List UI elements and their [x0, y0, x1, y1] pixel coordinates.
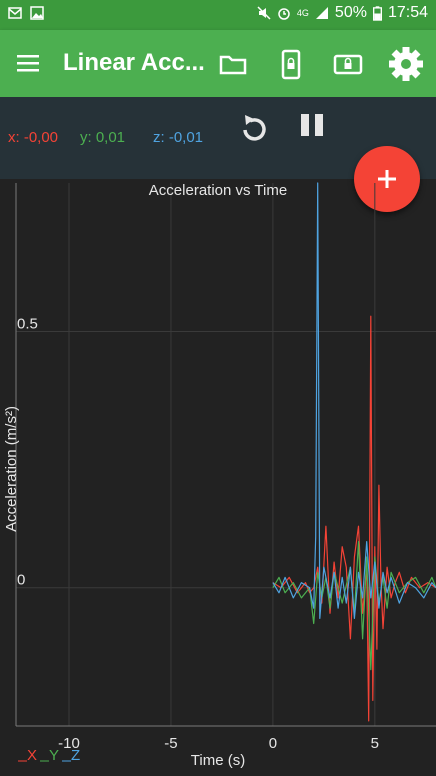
legend-label-y: Y — [49, 747, 59, 764]
network-type: 4G — [296, 7, 309, 18]
pause-icon[interactable] — [292, 106, 332, 146]
image-icon — [30, 6, 44, 20]
y-tick-label: 0 — [17, 572, 25, 589]
screen-lock-icon[interactable] — [328, 44, 368, 84]
mute-icon — [257, 6, 271, 20]
app-title: Linear Acc... — [63, 49, 205, 76]
y-tick-label: 0.5 — [17, 316, 38, 333]
mail-icon — [8, 7, 22, 19]
chart-grid — [16, 183, 436, 726]
reset-icon[interactable] — [234, 108, 274, 148]
tick-labels: -10 -5 0 5 0 0.5 — [17, 316, 379, 752]
clock: 17:54 — [387, 4, 428, 21]
y-reading: y: 0,01 — [80, 129, 126, 146]
legend-label-z: Z — [71, 747, 80, 764]
x-tick-label: -10 — [58, 735, 80, 752]
status-bar-right: 4G 50% 17:54 — [257, 4, 428, 22]
plus-icon — [378, 170, 396, 188]
folder-icon[interactable] — [213, 44, 253, 84]
x-tick-label: -5 — [164, 735, 177, 752]
battery-percent: 50% — [334, 4, 367, 21]
phone-lock-icon[interactable] — [271, 44, 311, 84]
battery-icon — [372, 5, 382, 21]
legend-label-x: X — [27, 747, 37, 764]
x-tick-label: 5 — [371, 735, 379, 752]
x-axis-label: Time (s) — [191, 752, 245, 769]
alarm-icon — [278, 8, 290, 20]
settings-icon[interactable] — [386, 44, 426, 84]
x-tick-label: 0 — [269, 735, 277, 752]
acceleration-chart: -10 -5 0 5 0 0.5 Acceleration vs Time Time (s… — [3, 182, 436, 769]
app-bar: Linear Acc... — [0, 30, 436, 97]
series-line-x — [272, 315, 436, 722]
signal-icon — [315, 7, 328, 19]
series-lines — [272, 182, 436, 722]
series-line-y — [272, 541, 436, 671]
add-fab-button[interactable] — [354, 146, 420, 212]
y-axis-label: Acceleration (m/s²) — [3, 406, 20, 532]
menu-icon[interactable] — [14, 50, 44, 76]
chart-title: Acceleration vs Time — [149, 182, 287, 199]
series-line-z — [272, 182, 436, 619]
z-reading: z: -0,01 — [153, 129, 204, 146]
status-bar: 4G 50% 17:54 — [0, 0, 436, 30]
status-bar-left — [8, 6, 44, 20]
x-reading: x: -0,00 — [8, 129, 59, 146]
